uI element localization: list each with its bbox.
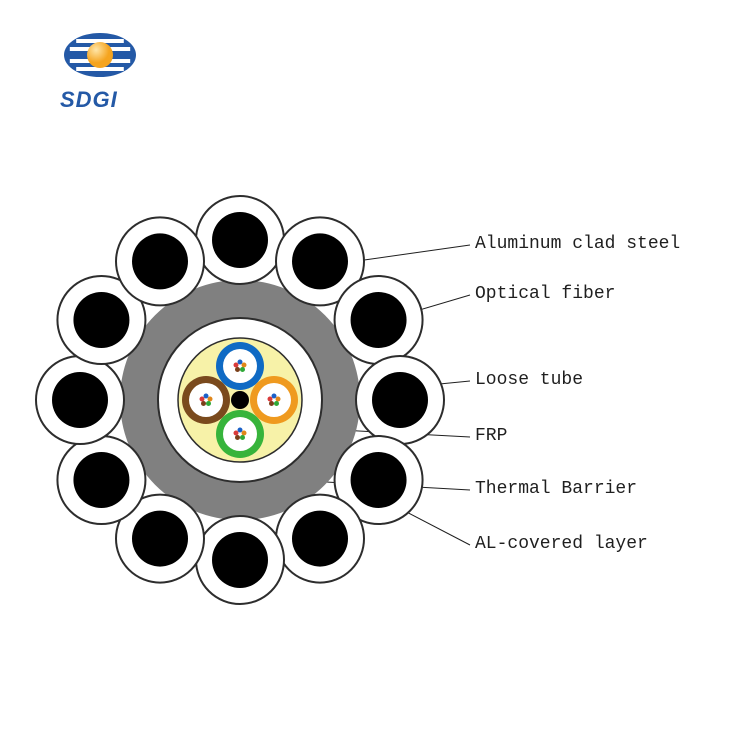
label-frp: FRP — [475, 426, 507, 446]
label-loose-tube: Loose tube — [475, 370, 583, 390]
label-optical-fiber: Optical fiber — [475, 284, 615, 304]
label-aluminum-clad-steel: Aluminum clad steel — [475, 234, 680, 254]
label-thermal-barrier: Thermal Barrier — [475, 479, 637, 499]
label-al-covered-layer: AL-covered layer — [475, 534, 648, 554]
cable-cross-section — [0, 0, 750, 750]
